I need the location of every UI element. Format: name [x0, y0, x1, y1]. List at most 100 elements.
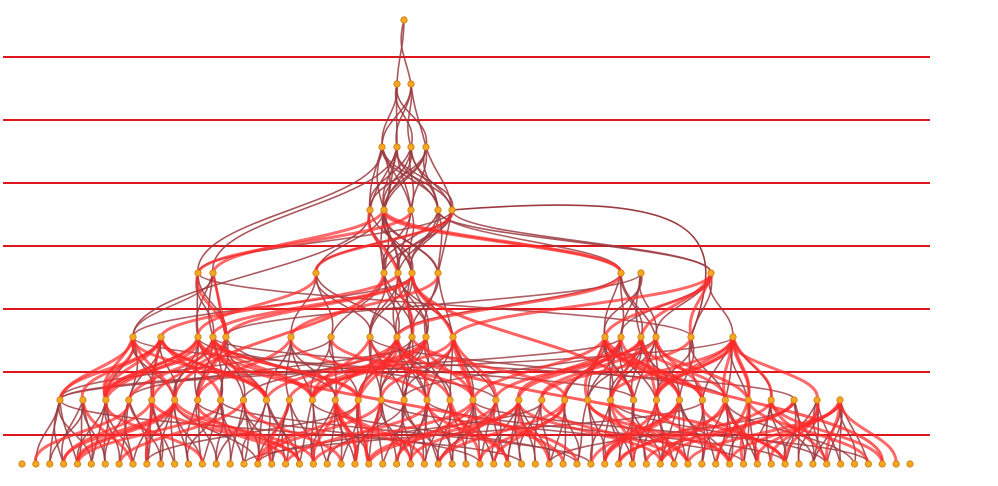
graph-node: [32, 460, 40, 468]
graph-node: [406, 460, 415, 468]
graph-node: [331, 396, 339, 404]
graph-edge: [397, 209, 440, 274]
graph-edge-long: [197, 146, 383, 274]
graph-edge-highlight: [396, 271, 415, 339]
graph-node: [545, 460, 553, 468]
graph-edge-highlight: [364, 398, 383, 466]
graph-edge: [437, 209, 622, 274]
graph-node: [366, 206, 374, 214]
graph-node: [469, 396, 477, 404]
graph-edge-highlight: [159, 335, 268, 402]
graph-edge-highlight: [289, 335, 429, 402]
graph-node: [282, 460, 290, 468]
graph-edge-highlight: [410, 271, 636, 402]
graph-node: [171, 460, 179, 468]
graph-edge-highlight: [367, 398, 521, 466]
graph-node: [448, 206, 456, 214]
graph-node: [601, 460, 609, 468]
graph-edge: [369, 146, 427, 211]
graph-edge-highlight: [609, 398, 636, 466]
graph-node: [531, 460, 539, 468]
graph-node: [380, 206, 388, 214]
graph-node: [194, 333, 202, 341]
graph-node: [102, 396, 110, 404]
graph-node: [753, 460, 761, 468]
graph-edge-highlight: [382, 208, 623, 275]
graph-node: [573, 460, 581, 468]
graph-node: [823, 460, 831, 468]
graph-edge-highlight: [688, 271, 713, 339]
graph-edge-highlight: [196, 335, 314, 402]
graph-node: [906, 460, 914, 468]
graph-node: [726, 460, 734, 468]
graph-node: [312, 269, 320, 277]
graph-edge-highlight: [783, 398, 820, 466]
graph-node: [617, 333, 625, 341]
graph-node: [400, 396, 408, 404]
graph-node: [393, 333, 401, 341]
graph-edge-highlight: [58, 335, 163, 402]
graph-node: [687, 333, 695, 341]
graph-edge-highlight: [211, 271, 414, 339]
graph-node: [538, 396, 546, 404]
graph-edge-highlight: [173, 271, 386, 402]
graph-edge-long: [451, 209, 712, 274]
graph-node: [615, 460, 623, 468]
graph-node: [637, 269, 645, 277]
graph-edge-highlight: [586, 398, 732, 466]
graph-node: [157, 333, 165, 341]
graph-edge: [423, 336, 430, 401]
graph-node: [652, 396, 661, 404]
graph-edge-highlight: [746, 398, 870, 466]
graph-node: [642, 460, 650, 468]
graph-edge-highlight: [436, 398, 498, 466]
graph-edge-highlight: [471, 398, 565, 466]
graph-node: [629, 396, 638, 404]
graph-node: [656, 460, 664, 468]
graph-edge-highlight: [310, 335, 372, 402]
graph-node: [878, 460, 886, 468]
graph-node: [354, 396, 362, 404]
graph-node: [559, 460, 567, 468]
graph-node: [308, 396, 316, 404]
graph-edge-highlight: [311, 398, 337, 466]
graph-node: [408, 269, 416, 277]
graph-node: [379, 460, 387, 468]
graph-node: [684, 460, 692, 468]
graph-edge-highlight: [127, 335, 215, 402]
graph-node: [637, 333, 645, 341]
graph-node: [420, 460, 428, 468]
graph-edge: [437, 209, 443, 274]
graph-edge-highlight: [603, 398, 681, 466]
graph-node: [378, 143, 386, 151]
graph-edge-highlight: [256, 398, 360, 466]
graph-node: [423, 396, 431, 404]
graph-node: [628, 460, 637, 468]
graph-edge-highlight: [195, 271, 228, 339]
graph-node: [492, 396, 500, 404]
graph-edge-highlight: [329, 335, 475, 402]
graph-edges-highlight: [34, 208, 898, 466]
graph-edge: [381, 83, 412, 148]
graph-edge: [197, 272, 692, 338]
graph-node: [434, 460, 442, 468]
graph-edge-highlight: [731, 335, 773, 402]
graph-edge: [396, 19, 405, 85]
graph-node: [837, 460, 845, 468]
graph-node: [850, 460, 859, 468]
graph-edge-highlight: [367, 398, 498, 466]
graph-node: [652, 333, 660, 341]
graph-edge-highlight: [310, 335, 428, 402]
graph-edge-highlight: [150, 335, 228, 402]
graph-node: [101, 460, 109, 468]
graph-edge-highlight: [838, 398, 898, 466]
graph-edge: [59, 336, 734, 401]
graph-edge-highlight: [311, 398, 475, 466]
graph-node: [729, 333, 737, 341]
graph-edge: [58, 399, 93, 465]
graph-node: [125, 396, 133, 404]
graph-node: [400, 16, 408, 24]
graph-node: [226, 460, 234, 468]
graph-node: [809, 460, 817, 468]
graph-edge-highlight: [173, 398, 315, 466]
